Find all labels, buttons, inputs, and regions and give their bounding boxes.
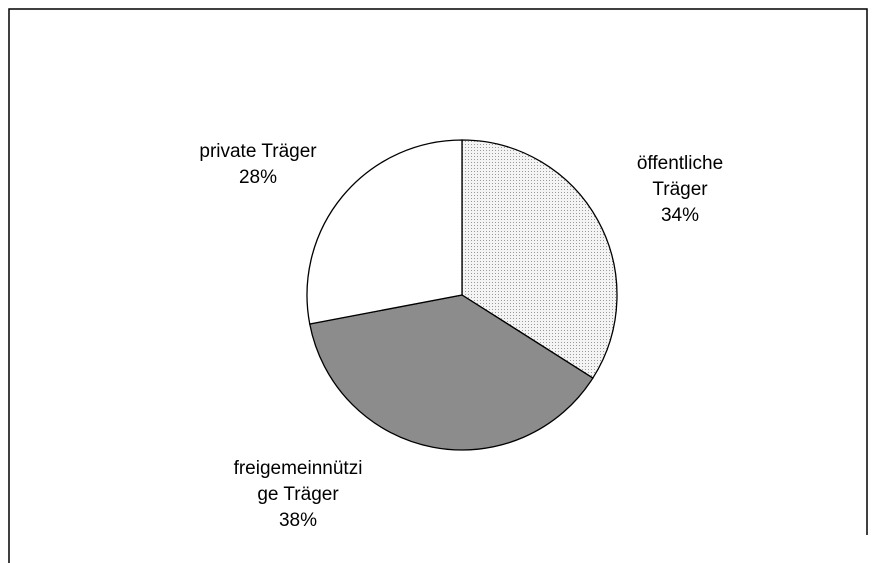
pie-slice [308,294,594,451]
category-label: private Träger [199,141,317,162]
value-label: 34% [660,205,700,226]
pie-slice [461,139,618,379]
pie-slice [306,139,463,325]
frame [8,8,868,563]
value-label: 38% [278,510,318,531]
slice-label: öffentliche Träger 34% [620,151,740,229]
category-label: freigemeinnützige Träger [233,458,363,505]
slice-label: freigemeinnützige Träger 38% [231,456,366,534]
category-label: öffentliche Träger [636,153,724,200]
value-label: 28% [238,167,278,188]
slice-label: private Träger 28% [158,139,358,191]
